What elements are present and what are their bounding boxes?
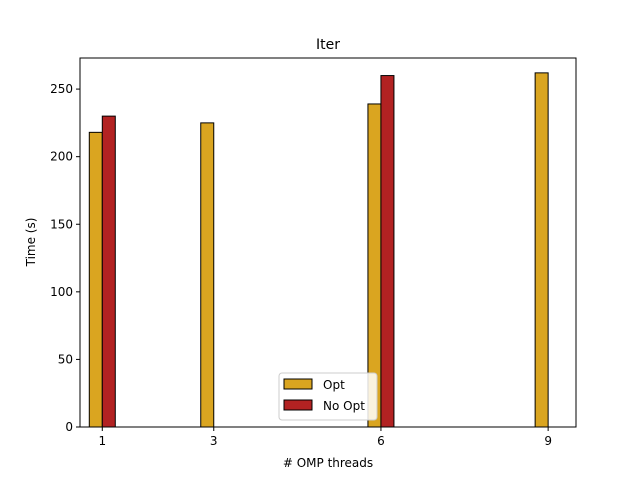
y-tick-label: 0: [65, 420, 73, 434]
chart-title: Iter: [316, 37, 340, 53]
x-tick-label: 3: [210, 434, 218, 448]
legend-swatch-no-opt: [283, 399, 313, 411]
y-tick-label: 200: [50, 150, 73, 164]
x-axis-label: # OMP threads: [283, 456, 373, 470]
x-tick-label: 6: [377, 434, 385, 448]
bar-opt-1: [88, 131, 103, 428]
legend: Opt No Opt: [278, 372, 378, 421]
y-tick-label: 100: [50, 285, 73, 299]
x-tick-label: 1: [98, 434, 106, 448]
y-tick-label: 250: [50, 82, 73, 96]
bar-opt-3: [200, 122, 215, 428]
y-axis: 0 50 100 150 200 250: [50, 82, 80, 434]
bars-group: [88, 72, 549, 428]
legend-label-opt: Opt: [323, 378, 345, 392]
y-tick-label: 150: [50, 217, 73, 231]
plot-area-frame: [79, 57, 577, 428]
bar-no-opt-1: [101, 115, 116, 428]
bar-no-opt-6: [380, 75, 395, 428]
x-axis: 1 3 6 9: [98, 427, 552, 448]
y-tick-label: 50: [58, 352, 73, 366]
bar-opt-9: [534, 72, 549, 428]
legend-swatch-opt: [283, 378, 313, 390]
x-tick-label: 9: [544, 434, 552, 448]
legend-label-no-opt: No Opt: [323, 399, 365, 413]
y-axis-label: Time (s): [24, 218, 38, 268]
